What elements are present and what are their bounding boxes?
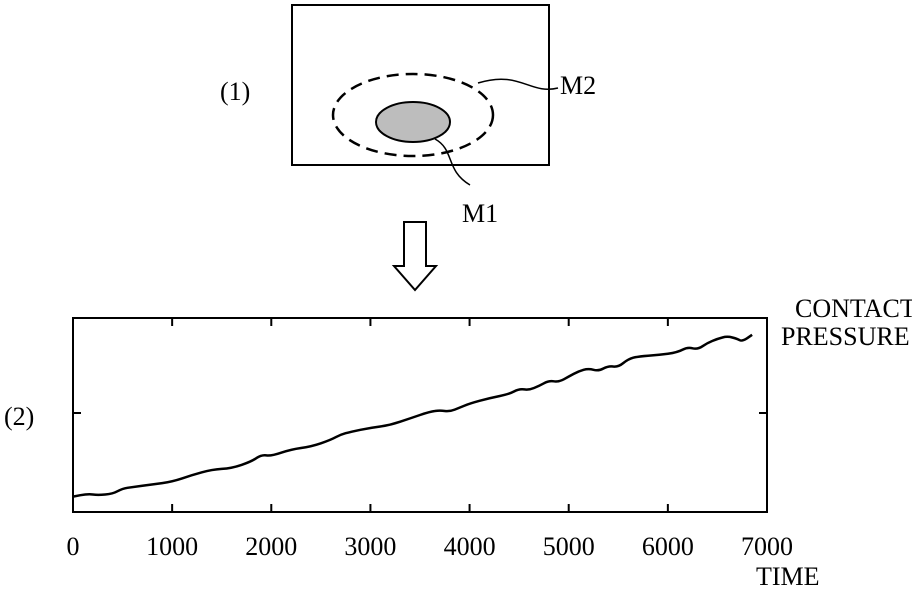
m1-leader-line [434, 138, 471, 186]
x-tick-label: 2000 [245, 532, 297, 561]
region-m1-shaded [375, 101, 451, 143]
x-tick-label: 7000 [741, 532, 793, 561]
xlabel: TIME [756, 562, 820, 590]
m2-label: M2 [560, 71, 596, 100]
region-m2-dashed-outline [331, 72, 495, 158]
axis-ticks [72, 318, 768, 512]
x-tick-label: 1000 [146, 532, 198, 561]
ylabel-line1: CONTACT [795, 294, 912, 323]
x-tick-label: 5000 [543, 532, 595, 561]
x-tick-label: 0 [67, 532, 80, 561]
x-tick-label: 4000 [444, 532, 496, 561]
plot-frame [72, 317, 768, 513]
contact-pressure-line [72, 333, 753, 498]
down-arrow-icon [391, 221, 439, 292]
ylabel-line2: PRESSURE [781, 322, 910, 351]
m2-leader-line [477, 78, 559, 90]
x-tick-label: 3000 [344, 532, 396, 561]
m1-label: M1 [462, 199, 498, 228]
x-tick-labels: 0 1000 2000 3000 4000 5000 6000 7000 [67, 532, 794, 561]
panel2-label: (2) [4, 402, 34, 431]
panel1-frame [291, 4, 550, 166]
panel1-label: (1) [220, 77, 250, 106]
x-tick-label: 6000 [642, 532, 694, 561]
